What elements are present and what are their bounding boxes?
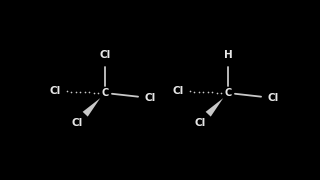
Text: Cl: Cl xyxy=(268,93,279,103)
Text: Cl: Cl xyxy=(144,93,156,103)
Polygon shape xyxy=(83,98,100,117)
Polygon shape xyxy=(206,98,223,117)
Text: Cl: Cl xyxy=(100,50,111,60)
Text: Cl: Cl xyxy=(172,86,184,96)
Text: C: C xyxy=(224,88,232,98)
Text: Cl: Cl xyxy=(71,118,83,128)
Text: H: H xyxy=(224,50,232,60)
Text: C: C xyxy=(101,88,108,98)
Text: Cl: Cl xyxy=(49,86,60,96)
Text: Cl: Cl xyxy=(194,118,206,128)
